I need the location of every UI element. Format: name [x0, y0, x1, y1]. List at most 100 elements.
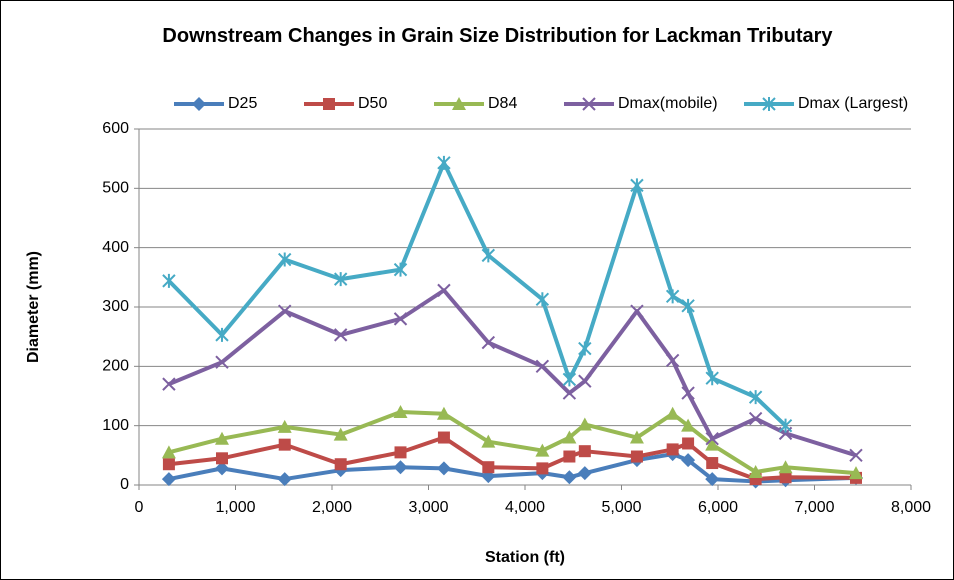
marker [562, 386, 577, 400]
marker [161, 472, 176, 487]
marker [481, 335, 496, 350]
y-tick-label: 600 [102, 120, 129, 137]
marker [437, 283, 451, 298]
x-tick-label: 7,000 [794, 499, 834, 516]
marker [577, 466, 592, 481]
chart-title: Downstream Changes in Grain Size Distrib… [162, 25, 833, 47]
marker [452, 97, 466, 110]
marker [214, 431, 229, 445]
marker [214, 461, 229, 476]
marker [437, 431, 450, 444]
marker [436, 461, 451, 476]
marker [748, 411, 763, 426]
marker [578, 341, 592, 356]
x-tick-label: 1,000 [215, 499, 255, 516]
marker [706, 457, 719, 470]
marker [582, 97, 596, 111]
marker [681, 298, 695, 313]
marker [848, 466, 863, 480]
x-tick-label: 6,000 [698, 499, 738, 516]
marker [778, 460, 793, 474]
marker [535, 292, 550, 307]
y-tick-label: 0 [120, 476, 129, 493]
legend-label: Dmax (Largest) [798, 95, 908, 112]
marker [215, 355, 229, 369]
marker [323, 98, 335, 110]
marker [394, 446, 407, 459]
marker [277, 472, 292, 487]
marker [436, 406, 451, 420]
x-tick-label: 5,000 [601, 499, 641, 516]
legend-label: D50 [358, 95, 387, 112]
marker [393, 460, 408, 475]
marker [630, 450, 643, 463]
y-tick-label: 300 [102, 298, 129, 315]
marker [665, 353, 680, 368]
marker [778, 418, 793, 433]
marker [393, 262, 408, 277]
y-tick-label: 200 [102, 358, 129, 375]
marker [162, 377, 176, 391]
marker [681, 453, 696, 468]
marker [482, 461, 495, 474]
y-tick-label: 500 [102, 180, 129, 197]
marker [578, 445, 591, 458]
x-tick-label: 0 [135, 499, 144, 516]
marker [665, 406, 680, 420]
marker [705, 371, 719, 386]
marker [481, 434, 496, 448]
marker [748, 390, 763, 405]
marker [562, 470, 577, 485]
x-tick-label: 3,000 [408, 499, 448, 516]
marker [278, 438, 291, 451]
marker [481, 248, 496, 263]
marker [748, 464, 763, 478]
x-tick-label: 4,000 [505, 499, 545, 516]
x-tick-label: 8,000 [891, 499, 931, 516]
marker [333, 272, 348, 287]
y-tick-label: 100 [102, 417, 129, 434]
marker [393, 405, 408, 419]
marker [849, 448, 863, 463]
marker [681, 386, 695, 400]
marker [393, 312, 408, 326]
marker [162, 273, 176, 288]
marker [536, 462, 549, 475]
marker [705, 437, 720, 451]
marker [278, 252, 292, 267]
series-line [167, 160, 787, 428]
marker [630, 304, 644, 318]
marker [630, 178, 644, 193]
marker [535, 443, 550, 457]
legend-label: D25 [228, 95, 257, 112]
marker [215, 452, 228, 465]
marker [779, 471, 792, 484]
marker [578, 374, 592, 388]
marker [665, 289, 680, 304]
marker [562, 430, 577, 444]
marker [681, 418, 696, 432]
marker [333, 427, 348, 441]
x-axis-title: Station (ft) [485, 549, 565, 566]
marker [666, 443, 679, 456]
marker [705, 432, 719, 446]
marker [192, 97, 206, 111]
marker [334, 458, 347, 471]
marker [762, 97, 776, 111]
marker [277, 419, 292, 433]
y-axis-title: Diameter (mm) [25, 251, 42, 363]
marker [278, 304, 292, 318]
marker [563, 450, 576, 463]
legend-label: Dmax(mobile) [618, 95, 718, 112]
marker [437, 155, 451, 170]
legend-label: D84 [488, 95, 517, 112]
marker [577, 417, 592, 431]
marker [162, 458, 175, 471]
marker [161, 445, 176, 459]
marker [215, 327, 229, 342]
marker [705, 472, 720, 487]
marker [535, 359, 550, 374]
y-tick-label: 400 [102, 239, 129, 256]
